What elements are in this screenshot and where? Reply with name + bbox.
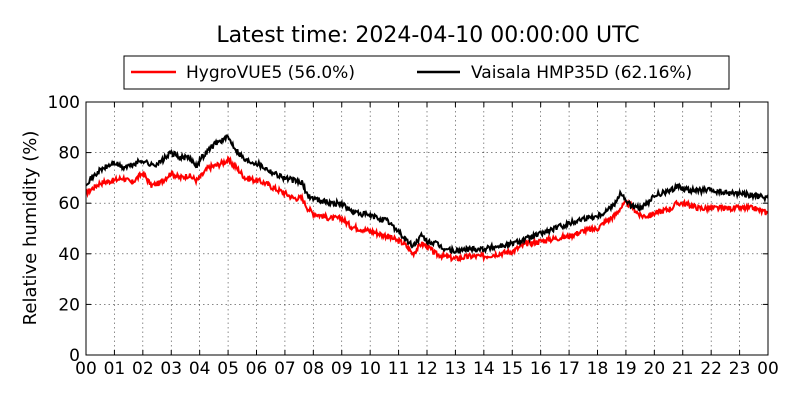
x-tick-label: 17 xyxy=(558,359,580,379)
x-tick-label: 10 xyxy=(359,359,381,379)
y-tick-labels: 0 20 40 60 80 100 xyxy=(48,93,80,366)
series-line-hygrovue5 xyxy=(86,155,768,263)
series-line-vaisala-hmp35d xyxy=(86,134,768,255)
x-tick-label: 06 xyxy=(246,359,268,379)
x-tick-label: 14 xyxy=(473,359,495,379)
chart-title: Latest time: 2024-04-10 00:00:00 UTC xyxy=(216,23,639,48)
x-tick-label: 18 xyxy=(587,359,609,379)
x-tick-label: 23 xyxy=(729,359,751,379)
y-tick-label: 60 xyxy=(58,194,80,214)
x-tick-label: 21 xyxy=(672,359,694,379)
y-tick-label: 20 xyxy=(58,295,80,315)
x-tick-label: 12 xyxy=(416,359,438,379)
x-tick-label: 05 xyxy=(217,359,239,379)
legend-entry-hygrovue5: HygroVUE5 (56.0%) xyxy=(186,63,355,83)
x-tick-label: 00 xyxy=(75,359,97,379)
axis-ticks xyxy=(85,101,769,356)
x-tick-label: 00 xyxy=(757,359,779,379)
y-tick-label: 80 xyxy=(58,144,80,164)
x-tick-label: 08 xyxy=(303,359,325,379)
series-layer xyxy=(86,134,768,263)
legend: HygroVUE5 (56.0%) Vaisala HMP35D (62.16%… xyxy=(123,55,730,90)
x-tick-label: 19 xyxy=(615,359,637,379)
x-tick-label: 15 xyxy=(501,359,523,379)
x-tick-label: 20 xyxy=(644,359,666,379)
x-tick-label: 03 xyxy=(160,359,182,379)
x-tick-labels: 00 01 02 03 04 05 06 07 08 09 10 11 12 13 14 15 16 17 18 19… xyxy=(75,359,779,379)
x-tick-label: 11 xyxy=(388,359,410,379)
y-tick-label: 100 xyxy=(48,93,80,113)
y-axis-label: Relative humidity (%) xyxy=(20,131,41,326)
grid xyxy=(86,102,768,355)
x-tick-label: 16 xyxy=(530,359,552,379)
legend-entry-vaisala-hmp35d: Vaisala HMP35D (62.16%) xyxy=(471,63,692,83)
x-tick-label: 09 xyxy=(331,359,353,379)
y-tick-label: 0 xyxy=(69,346,80,366)
x-tick-label: 07 xyxy=(274,359,296,379)
x-tick-label: 01 xyxy=(104,359,126,379)
x-tick-label: 22 xyxy=(700,359,722,379)
y-tick-label: 40 xyxy=(58,245,80,265)
x-tick-label: 13 xyxy=(445,359,467,379)
x-tick-label: 02 xyxy=(132,359,154,379)
x-tick-label: 04 xyxy=(189,359,211,379)
